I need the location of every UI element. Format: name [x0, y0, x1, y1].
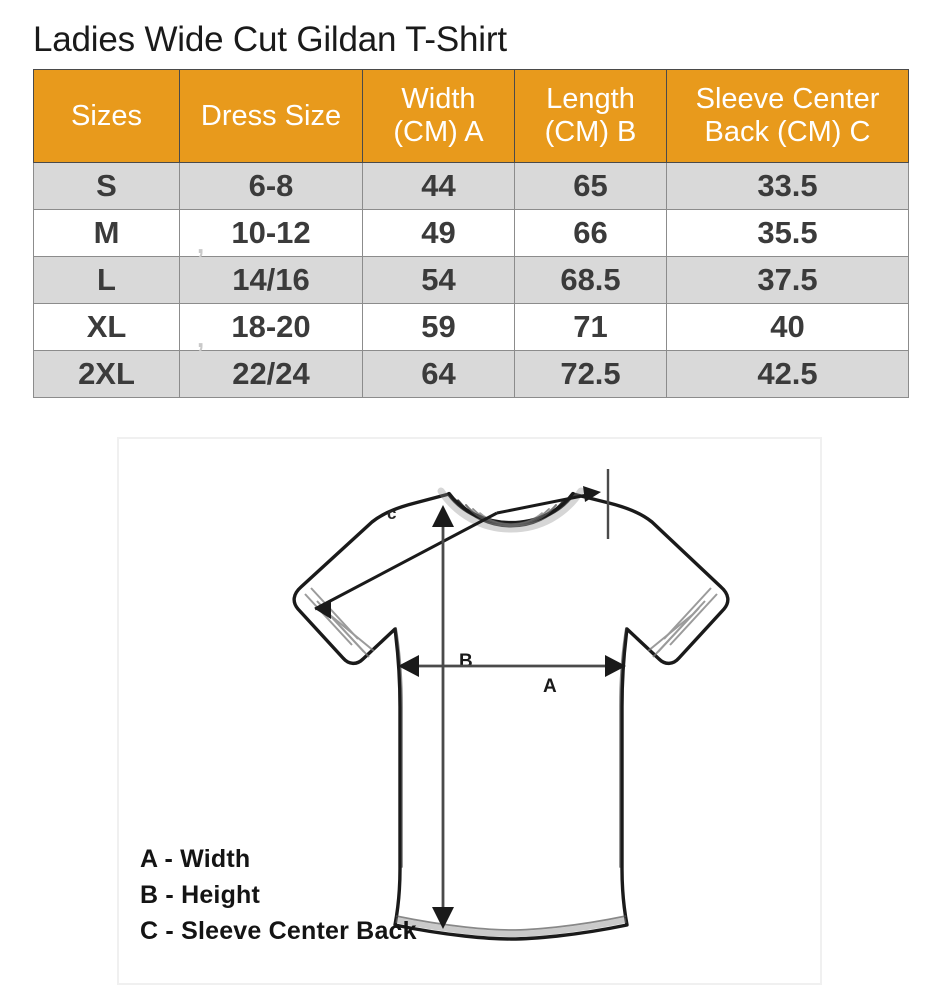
cell-width: 64 [362, 350, 515, 398]
table-header: Sizes Dress Size Width (CM) A Length (CM… [33, 69, 909, 163]
column-header-length-line1: Length [546, 83, 635, 115]
cell-width: 54 [362, 256, 515, 304]
cell-dress-size: 22/24 [179, 350, 363, 398]
table-row: S 6-8 44 65 33.5 [33, 162, 909, 210]
measurement-diagram-panel: c B A [117, 437, 822, 985]
table-header-row: Sizes Dress Size Width (CM) A Length (CM… [33, 69, 909, 163]
sleeve-cuff-right [647, 587, 718, 658]
measure-label-a: A [543, 676, 557, 697]
legend-item-c: C - Sleeve Center Back [140, 917, 417, 945]
column-header-width: Width (CM) A [362, 69, 515, 163]
cell-sleeve: 33.5 [666, 162, 909, 210]
cell-sleeve: 35.5 [666, 209, 909, 257]
size-chart-table-container: Sizes Dress Size Width (CM) A Length (CM… [33, 69, 909, 398]
cell-width: 59 [362, 303, 515, 351]
arrowhead-c-end [583, 486, 601, 502]
arrowhead-a-right [605, 655, 626, 677]
column-header-sleeve-line2: Back (CM) C [704, 116, 871, 148]
column-header-width-line2: (CM) A [393, 116, 484, 148]
cell-dress-size: 14/16 [179, 256, 363, 304]
legend-item-b: B - Height [140, 881, 261, 909]
column-header-length-line2: (CM) B [544, 116, 637, 148]
cell-sleeve: 42.5 [666, 350, 909, 398]
cell-sleeve: 40 [666, 303, 909, 351]
cell-sleeve: 37.5 [666, 256, 909, 304]
tshirt-diagram-svg: c B A [292, 469, 730, 941]
column-header-sizes-label: Sizes [71, 99, 142, 132]
cell-size: M [33, 209, 180, 257]
column-header-sleeve-line1: Sleeve Center [695, 83, 880, 115]
arrowhead-c-start [315, 599, 331, 619]
column-header-dress-size: Dress Size [179, 69, 363, 163]
column-header-length: Length (CM) B [514, 69, 667, 163]
arrowhead-a-left [398, 655, 419, 677]
arrowhead-b-bottom [432, 907, 454, 929]
column-header-sizes: Sizes [33, 69, 180, 163]
cell-length: 66 [514, 209, 667, 257]
measurement-line-c: c [314, 469, 610, 619]
cell-dress-size: , 10-12 [179, 209, 363, 259]
measure-label-c: c [387, 504, 396, 523]
legend-item-a: A - Width [140, 845, 251, 873]
stray-comma-mark: , [197, 229, 205, 259]
cell-width: 49 [362, 209, 515, 257]
table-row: M , 10-12 49 66 35.5 [33, 209, 909, 259]
table-row: L 14/16 54 68.5 37.5 [33, 256, 909, 304]
cell-size: S [33, 162, 180, 210]
cell-dress-size: , 18-20 [179, 303, 363, 353]
cell-width: 44 [362, 162, 515, 210]
page-title: Ladies Wide Cut Gildan T-Shirt [33, 20, 507, 59]
cell-dress-size-value: 18-20 [231, 309, 311, 344]
cell-length: 72.5 [514, 350, 667, 398]
cell-size: 2XL [33, 350, 180, 398]
cell-size: L [33, 256, 180, 304]
size-chart-table: Sizes Dress Size Width (CM) A Length (CM… [33, 69, 909, 398]
cell-length: 71 [514, 303, 667, 351]
cell-size: XL [33, 303, 180, 351]
table-row: 2XL 22/24 64 72.5 42.5 [33, 350, 909, 398]
measure-label-b: B [459, 651, 473, 672]
column-header-dress-size-label: Dress Size [200, 99, 342, 132]
arrowhead-b-top [432, 505, 454, 527]
cell-length: 65 [514, 162, 667, 210]
measurement-legend: A - Width B - Height C - Sleeve Center B… [140, 841, 417, 949]
column-header-width-line1: Width [401, 83, 476, 115]
measurement-line-a: A [398, 655, 626, 697]
table-body: S 6-8 44 65 33.5 M , 10-12 49 66 35.5 L … [33, 162, 909, 398]
neckline-icon [437, 487, 585, 533]
table-row: XL , 18-20 59 71 40 [33, 303, 909, 353]
stray-comma-mark: , [197, 323, 205, 353]
cell-length: 68.5 [514, 256, 667, 304]
cell-dress-size: 6-8 [179, 162, 363, 210]
cell-dress-size-value: 10-12 [231, 215, 311, 250]
column-header-sleeve-center-back: Sleeve Center Back (CM) C [666, 69, 909, 163]
tshirt-seam-lines [395, 627, 627, 868]
